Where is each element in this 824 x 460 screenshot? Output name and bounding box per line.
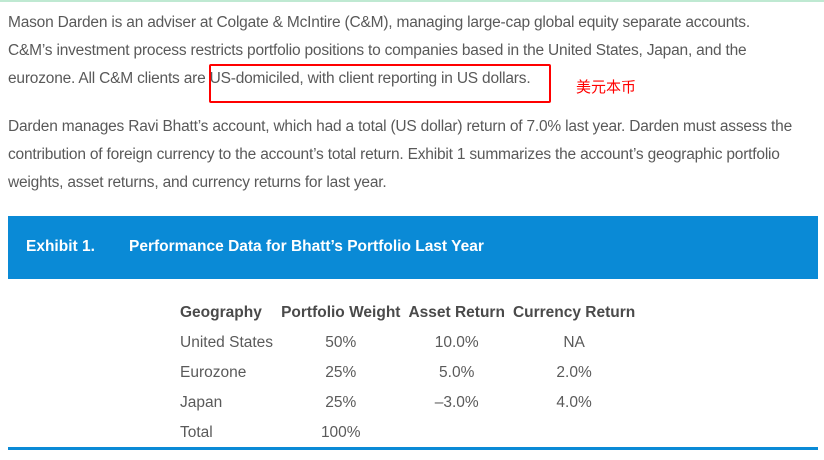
highlighted-text: US-domiciled, with client reporting in U… <box>209 70 531 87</box>
text-line: Mason Darden is an adviser at Colgate & … <box>8 14 750 31</box>
column-header: Asset Return <box>408 304 505 321</box>
table-row: Japan 25% –3.0% 4.0% <box>172 388 639 418</box>
exhibit-title: Performance Data for Bhatt’s Portfolio L… <box>129 238 484 255</box>
text-line: C&M’s investment process restricts portf… <box>8 42 747 59</box>
table-cell: Total <box>180 424 213 441</box>
highlight-box <box>209 64 551 103</box>
performance-table: Geography Portfolio Weight Asset Return … <box>172 298 639 448</box>
table-cell: NA <box>563 334 585 351</box>
text-line: Darden manages Ravi Bhatt’s account, whi… <box>8 118 792 135</box>
table-cell: 50% <box>325 334 357 351</box>
table-cell: 100% <box>320 424 361 441</box>
column-header: Currency Return <box>512 304 636 321</box>
table-cell: 25% <box>325 394 357 411</box>
table-cell: 4.0% <box>556 394 592 411</box>
table-header-row: Geography Portfolio Weight Asset Return … <box>172 298 639 328</box>
annotation-note: 美元本币 <box>576 79 637 96</box>
table-row: Total 100% <box>172 418 639 448</box>
top-divider <box>0 0 824 2</box>
table-row: Eurozone 25% 5.0% 2.0% <box>172 358 639 388</box>
exhibit-bottom-rule <box>8 447 818 450</box>
table-cell <box>404 418 508 448</box>
table-cell: 2.0% <box>556 364 592 381</box>
text-segment: eurozone. All C&M clients are <box>8 70 210 87</box>
column-header: Portfolio Weight <box>281 304 401 321</box>
text-line: eurozone. All C&M clients are US-domicil… <box>8 65 824 93</box>
exhibit-header: Exhibit 1. Performance Data for Bhatt’s … <box>8 216 818 279</box>
table-cell: 25% <box>325 364 357 381</box>
text-line: weights, asset returns, and currency ret… <box>8 174 387 191</box>
exhibit-label: Exhibit 1. <box>26 238 95 255</box>
intro-paragraph: Mason Darden is an adviser at Colgate & … <box>8 9 824 93</box>
table-cell: Eurozone <box>180 364 247 381</box>
column-header: Geography <box>180 304 262 321</box>
second-paragraph: Darden manages Ravi Bhatt’s account, whi… <box>8 113 824 197</box>
table-cell: 10.0% <box>434 334 479 351</box>
table-cell: 5.0% <box>439 364 475 381</box>
table-cell: Japan <box>180 394 223 411</box>
table-row: United States 50% 10.0% NA <box>172 328 639 358</box>
table-cell <box>509 418 639 448</box>
text-line: contribution of foreign currency to the … <box>8 146 780 163</box>
table-cell: United States <box>180 334 274 351</box>
table-cell: –3.0% <box>434 394 479 411</box>
